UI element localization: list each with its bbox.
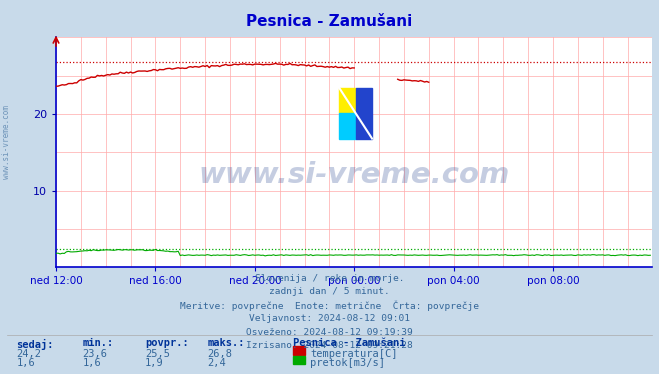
Text: 1,6: 1,6 bbox=[82, 358, 101, 368]
Bar bbox=[339, 113, 356, 139]
Text: 24,2: 24,2 bbox=[16, 349, 42, 359]
Text: 23,6: 23,6 bbox=[82, 349, 107, 359]
Text: 25,5: 25,5 bbox=[145, 349, 170, 359]
Text: Meritve: povprečne  Enote: metrične  Črta: povprečje: Meritve: povprečne Enote: metrične Črta:… bbox=[180, 301, 479, 311]
Text: Pesnica - Zamušani: Pesnica - Zamušani bbox=[293, 338, 406, 349]
Text: 1,9: 1,9 bbox=[145, 358, 163, 368]
Bar bbox=[356, 88, 372, 139]
Text: Pesnica - Zamušani: Pesnica - Zamušani bbox=[246, 14, 413, 29]
Text: www.si-vreme.com: www.si-vreme.com bbox=[2, 105, 11, 179]
Text: 2,4: 2,4 bbox=[208, 358, 226, 368]
Text: 1,6: 1,6 bbox=[16, 358, 35, 368]
Text: Izrisano: 2024-08-12 09:21:28: Izrisano: 2024-08-12 09:21:28 bbox=[246, 341, 413, 350]
Bar bbox=[339, 88, 356, 113]
Text: Slovenija / reke in morje.: Slovenija / reke in morje. bbox=[255, 274, 404, 283]
Text: www.si-vreme.com: www.si-vreme.com bbox=[198, 162, 510, 189]
Text: min.:: min.: bbox=[82, 338, 113, 349]
Text: zadnji dan / 5 minut.: zadnji dan / 5 minut. bbox=[269, 287, 390, 296]
Text: Osveženo: 2024-08-12 09:19:39: Osveženo: 2024-08-12 09:19:39 bbox=[246, 328, 413, 337]
Text: maks.:: maks.: bbox=[208, 338, 245, 349]
Text: Veljavnost: 2024-08-12 09:01: Veljavnost: 2024-08-12 09:01 bbox=[249, 314, 410, 323]
Text: pretok[m3/s]: pretok[m3/s] bbox=[310, 358, 386, 368]
Text: 26,8: 26,8 bbox=[208, 349, 233, 359]
Text: temperatura[C]: temperatura[C] bbox=[310, 349, 398, 359]
Text: povpr.:: povpr.: bbox=[145, 338, 188, 349]
Text: sedaj:: sedaj: bbox=[16, 338, 54, 349]
